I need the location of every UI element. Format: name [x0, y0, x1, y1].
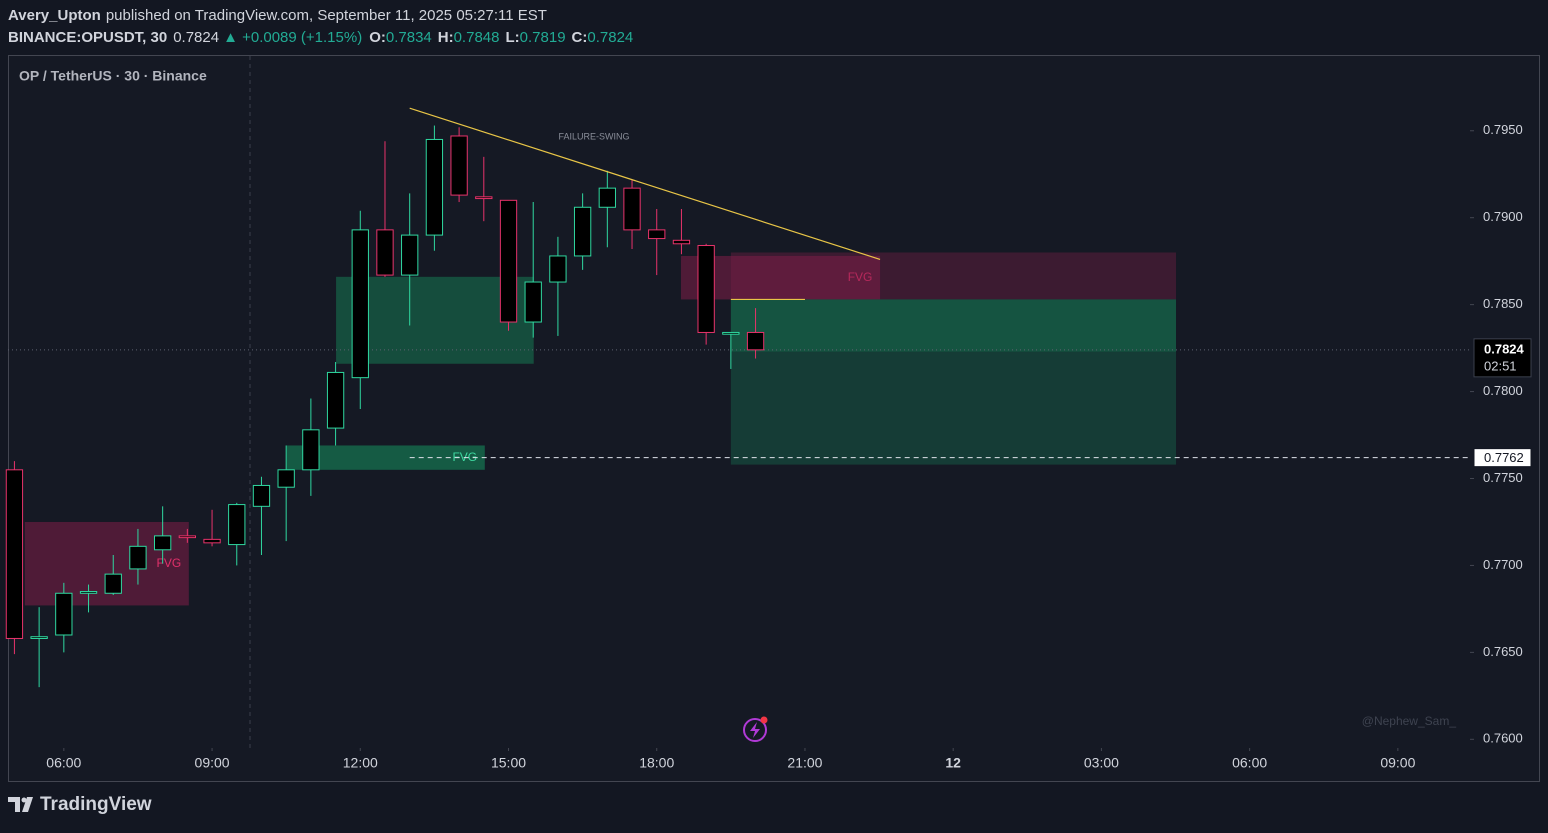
candle-body	[722, 331, 740, 335]
candle-body	[153, 535, 172, 551]
y-tick-label: 0.7750	[1483, 470, 1523, 485]
candle-body	[79, 591, 98, 594]
ohlc-label: H:	[438, 29, 454, 46]
x-tick-label: 12:00	[343, 755, 378, 771]
candle-body	[376, 229, 394, 276]
y-tick-label: 0.7600	[1483, 731, 1523, 746]
candle-body	[648, 229, 666, 240]
candle-body	[30, 636, 48, 639]
lightning-icon	[743, 716, 768, 742]
candle-body	[326, 371, 345, 429]
ohlc-value: 0.7834	[386, 29, 432, 46]
level-label: 0.7762	[1484, 450, 1524, 465]
ohlc-value: 0.7824	[587, 29, 633, 46]
candle-body	[475, 196, 493, 200]
price-label-box	[1473, 338, 1532, 378]
candle-body	[228, 504, 246, 546]
candle-body	[450, 135, 468, 196]
published: published on TradingView.com, September …	[106, 7, 547, 24]
zone-label: FVG	[452, 450, 477, 464]
x-tick-label: 18:00	[639, 755, 674, 771]
candle-body	[499, 199, 518, 323]
ohlc-label: O:	[369, 29, 386, 46]
x-tick-label: 15:00	[491, 755, 526, 771]
y-tick-label: 0.7900	[1483, 209, 1523, 224]
candle-body	[104, 573, 122, 594]
candle-body	[598, 187, 616, 208]
last-price: 0.7824	[173, 29, 219, 46]
x-tick-label: 09:00	[195, 755, 230, 771]
candle-body	[129, 545, 147, 570]
change: ▲ +0.0089 (+1.15%)	[223, 29, 362, 46]
x-tick-label: 06:00	[46, 755, 81, 771]
ohlc-label: L:	[505, 29, 519, 46]
symbol: BINANCE:OPUSDT, 30	[8, 29, 167, 46]
x-tick-label: 03:00	[1084, 755, 1119, 771]
candle-body	[252, 484, 271, 507]
watermark: @Nephew_Sam_	[1362, 714, 1457, 728]
candle-body	[302, 429, 320, 471]
countdown: 02:51	[1484, 358, 1517, 373]
candle-body	[672, 239, 691, 245]
candle-body	[55, 592, 73, 636]
zone-label: FVG	[848, 270, 873, 284]
chart-title: OP / TetherUS · 30 · Binance	[19, 68, 207, 84]
brand: TradingView	[40, 794, 152, 815]
zone	[730, 299, 1177, 352]
zone	[730, 299, 1177, 465]
ohlc-label: C:	[572, 29, 588, 46]
level-label-box	[1473, 448, 1532, 468]
symbol-line: BINANCE:OPUSDT, 30 0.7824 ▲ +0.0089 (+1.15…	[8, 29, 633, 46]
x-tick-label: 09:00	[1380, 755, 1415, 771]
annotation: FAILURE-SWING	[558, 131, 629, 141]
candle-body	[203, 538, 221, 544]
candle-body	[401, 234, 419, 276]
candle-body	[524, 281, 542, 323]
price-label: 0.7824	[1484, 341, 1525, 356]
candle-body	[277, 469, 295, 488]
candle-body	[5, 469, 24, 639]
zone-label: FVG	[156, 556, 181, 570]
trendline	[409, 107, 881, 260]
author: Avery_Upton	[8, 7, 101, 24]
zone	[730, 252, 1177, 300]
y-tick-label: 0.7700	[1483, 557, 1523, 572]
x-tick-label: 12	[945, 755, 961, 771]
ohlc-value: 0.7819	[520, 29, 566, 46]
candle-body	[697, 245, 715, 333]
candle-body	[549, 255, 567, 283]
y-tick-label: 0.7650	[1483, 644, 1523, 659]
publish-line: Avery_Upton published on TradingView.com,…	[8, 7, 547, 24]
candle-body	[178, 535, 197, 539]
y-tick-label: 0.7800	[1483, 383, 1523, 398]
x-tick-label: 06:00	[1232, 755, 1267, 771]
plot: FVG FVG FVG	[5, 107, 1474, 751]
candle-body	[573, 206, 592, 257]
zone	[286, 445, 485, 470]
x-tick-label: 21:00	[787, 755, 822, 771]
candle-body	[623, 187, 641, 231]
candle-body	[746, 331, 765, 351]
y-tick-label: 0.7850	[1483, 296, 1523, 311]
y-tick-label: 0.7950	[1483, 122, 1523, 137]
brand-logo	[8, 797, 33, 812]
candle-body	[425, 138, 444, 236]
ohlc-value: 0.7848	[454, 29, 500, 46]
candle-body	[351, 229, 369, 379]
